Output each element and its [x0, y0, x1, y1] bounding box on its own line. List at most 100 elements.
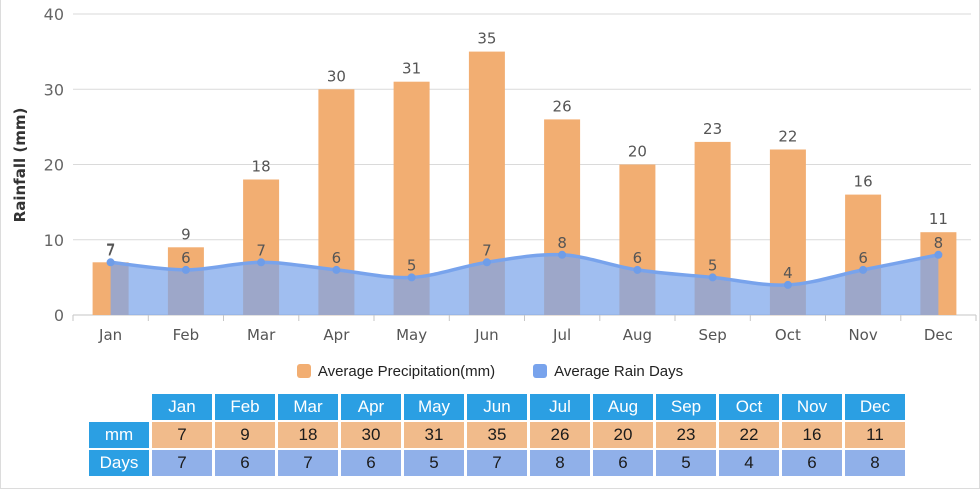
y-tick-label: 30 [44, 80, 64, 99]
cell-mm-feb: 9 [215, 422, 275, 448]
table-header-row: Jan Feb Mar Apr May Jun Jul Aug Sep Oct Nov Dec [89, 394, 905, 420]
cell-days-mar: 7 [278, 450, 338, 476]
y-tick-label: 40 [44, 5, 64, 24]
x-label-jan: Jan [98, 326, 122, 344]
cell-days-jan: 7 [152, 450, 212, 476]
cell-days-oct: 4 [719, 450, 779, 476]
rain-days-value-label: 8 [934, 234, 944, 252]
cell-days-jun: 7 [467, 450, 527, 476]
legend-label-precipitation: Average Precipitation(mm) [317, 362, 496, 380]
rainfall-chart: 0 10 20 30 40 Jan Feb Mar Apr May Jun Jul Aug Sep Oct N… [1, 0, 979, 352]
rain-days-point-oct [783, 280, 792, 289]
rain-days-value-label: 5 [708, 256, 718, 274]
rain-days-value-label: 7 [482, 241, 492, 259]
rain-days-value-label: 6 [181, 249, 191, 267]
cell-days-dec: 8 [845, 450, 905, 476]
x-label-aug: Aug [623, 326, 652, 344]
x-label-mar: Mar [247, 326, 276, 344]
cell-mm-jan: 7 [152, 422, 212, 448]
cell-mm-nov: 16 [782, 422, 842, 448]
rain-days-point-jan [106, 258, 115, 267]
y-tick-label: 0 [54, 306, 64, 325]
cell-days-jul: 8 [530, 450, 590, 476]
table-header-feb: Feb [215, 394, 275, 420]
cell-days-may: 5 [404, 450, 464, 476]
y-axis-title: Rainfall (mm) [11, 108, 29, 223]
precipitation-value-label: 26 [553, 97, 572, 115]
monthly-data-table-body: Jan Feb Mar Apr May Jun Jul Aug Sep Oct Nov Dec mm 7 9… [89, 394, 905, 476]
x-label-nov: Nov [848, 326, 877, 344]
table-row-mm: mm 7 9 18 30 31 35 26 20 23 22 16 11 [89, 422, 905, 448]
table-header-aug: Aug [593, 394, 653, 420]
precipitation-value-label: 30 [327, 67, 346, 85]
legend-label-rain-days: Average Rain Days [554, 362, 684, 380]
precipitation-value-label: 9 [181, 225, 191, 243]
cell-mm-apr: 30 [341, 422, 401, 448]
chart-svg: 0 10 20 30 40 Jan Feb Mar Apr May Jun Jul Aug Sep Oct N… [11, 5, 977, 344]
precipitation-value-label: 35 [477, 30, 496, 48]
rain-days-value-label: 5 [407, 256, 417, 274]
rain-days-value-label: 6 [332, 249, 342, 267]
legend-item-precipitation[interactable]: Average Precipitation(mm) [296, 362, 496, 380]
rain-days-value-label: 8 [557, 234, 567, 252]
table-header-jan: Jan [152, 394, 212, 420]
precipitation-value-label: 7 [106, 240, 116, 258]
cell-mm-jul: 26 [530, 422, 590, 448]
precipitation-value-label: 23 [703, 120, 722, 138]
cell-mm-sep: 23 [656, 422, 716, 448]
precipitation-value-label: 11 [929, 210, 948, 228]
rain-days-point-dec [934, 250, 943, 259]
monthly-data-table: Jan Feb Mar Apr May Jun Jul Aug Sep Oct Nov Dec mm 7 9… [86, 392, 908, 478]
x-label-jun: Jun [474, 326, 498, 344]
rain-days-point-mar [257, 258, 266, 267]
rain-days-value-label: 7 [106, 241, 116, 259]
cell-days-feb: 6 [215, 450, 275, 476]
precipitation-value-label: 18 [252, 158, 271, 176]
table-header-dec: Dec [845, 394, 905, 420]
rain-days-point-may [407, 273, 416, 282]
x-label-apr: Apr [323, 326, 350, 344]
rain-days-point-jul [558, 250, 567, 259]
cell-mm-mar: 18 [278, 422, 338, 448]
rain-days-area [110, 254, 939, 315]
cell-days-apr: 6 [341, 450, 401, 476]
table-header-mar: Mar [278, 394, 338, 420]
chart-legend: Average Precipitation(mm) Average Rain D… [1, 360, 979, 382]
cell-days-nov: 6 [782, 450, 842, 476]
rain-days-swatch-icon [533, 364, 548, 378]
table-header-apr: Apr [341, 394, 401, 420]
table-header-nov: Nov [782, 394, 842, 420]
table-header-may: May [404, 394, 464, 420]
table-header-jun: Jun [467, 394, 527, 420]
x-label-dec: Dec [924, 326, 953, 344]
cell-mm-may: 31 [404, 422, 464, 448]
rain-days-line [108, 252, 941, 287]
legend-item-rain-days[interactable]: Average Rain Days [533, 363, 683, 380]
rain-days-value-label: 6 [858, 249, 868, 267]
x-label-sep: Sep [698, 326, 726, 344]
rain-days-point-apr [332, 265, 341, 274]
rain-days-value-label: 7 [256, 241, 266, 259]
row-label-days: Days [89, 450, 149, 476]
cell-mm-dec: 11 [845, 422, 905, 448]
row-label-mm: mm [89, 422, 149, 448]
x-label-may: May [396, 326, 427, 344]
x-label-feb: Feb [173, 326, 200, 344]
cell-days-sep: 5 [656, 450, 716, 476]
rain-days-point-sep [708, 273, 717, 282]
cell-mm-jun: 35 [467, 422, 527, 448]
cell-mm-aug: 20 [593, 422, 653, 448]
precipitation-value-label: 22 [778, 128, 797, 146]
precipitation-value-label: 16 [854, 173, 873, 191]
precipitation-value-label: 31 [402, 60, 421, 78]
y-tick-label: 10 [44, 231, 64, 250]
table-header-oct: Oct [719, 394, 779, 420]
x-label-jul: Jul [552, 326, 571, 344]
cell-mm-oct: 22 [719, 422, 779, 448]
table-row-days: Days 7 6 7 6 5 7 8 6 5 4 6 8 [89, 450, 905, 476]
rain-days-point-jun [482, 258, 491, 267]
table-header-sep: Sep [656, 394, 716, 420]
x-label-oct: Oct [775, 326, 801, 344]
rain-days-value-label: 6 [633, 249, 643, 267]
